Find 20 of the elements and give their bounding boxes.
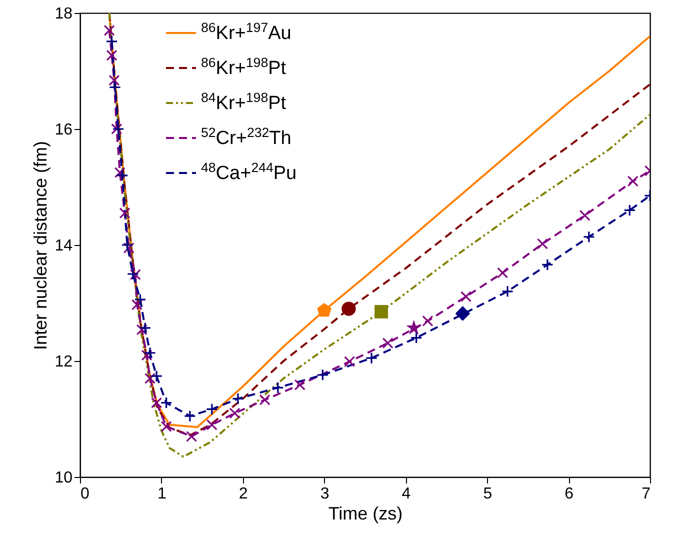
legend-label: $^{84}$Kr+$^{198}$Pt bbox=[201, 90, 287, 114]
legend-label: $^{52}$Cr+$^{232}$Th bbox=[201, 124, 292, 149]
legend-label: $^{86}$Kr+$^{197}$Au bbox=[201, 20, 292, 44]
x-tick-label: 2 bbox=[238, 486, 248, 502]
y-tick-label: 18 bbox=[54, 6, 73, 22]
x-tick-label: 1 bbox=[157, 486, 166, 502]
x-tick-label: 6 bbox=[564, 486, 574, 502]
x-tick-label: 4 bbox=[402, 486, 411, 502]
x-tick-label: 0 bbox=[80, 486, 90, 502]
y-tick-label: 14 bbox=[54, 238, 73, 254]
y-tick-label: 10 bbox=[54, 470, 73, 486]
legend-label: $^{86}$Kr+$^{198}$Pt bbox=[201, 54, 287, 79]
x-tick-label: 5 bbox=[483, 486, 492, 502]
x-tick-label: 3 bbox=[320, 486, 330, 502]
x-axis-title: Time (zs) bbox=[328, 504, 403, 524]
y-tick-label: 12 bbox=[54, 354, 73, 370]
y-tick-label: 16 bbox=[54, 122, 73, 138]
y-axis-title: Inter nuclear distance (fm) bbox=[30, 140, 51, 350]
legend-label: $^{48}$Ca+$^{244}$Pu bbox=[201, 160, 297, 184]
x-tick-label: 7 bbox=[642, 486, 651, 502]
